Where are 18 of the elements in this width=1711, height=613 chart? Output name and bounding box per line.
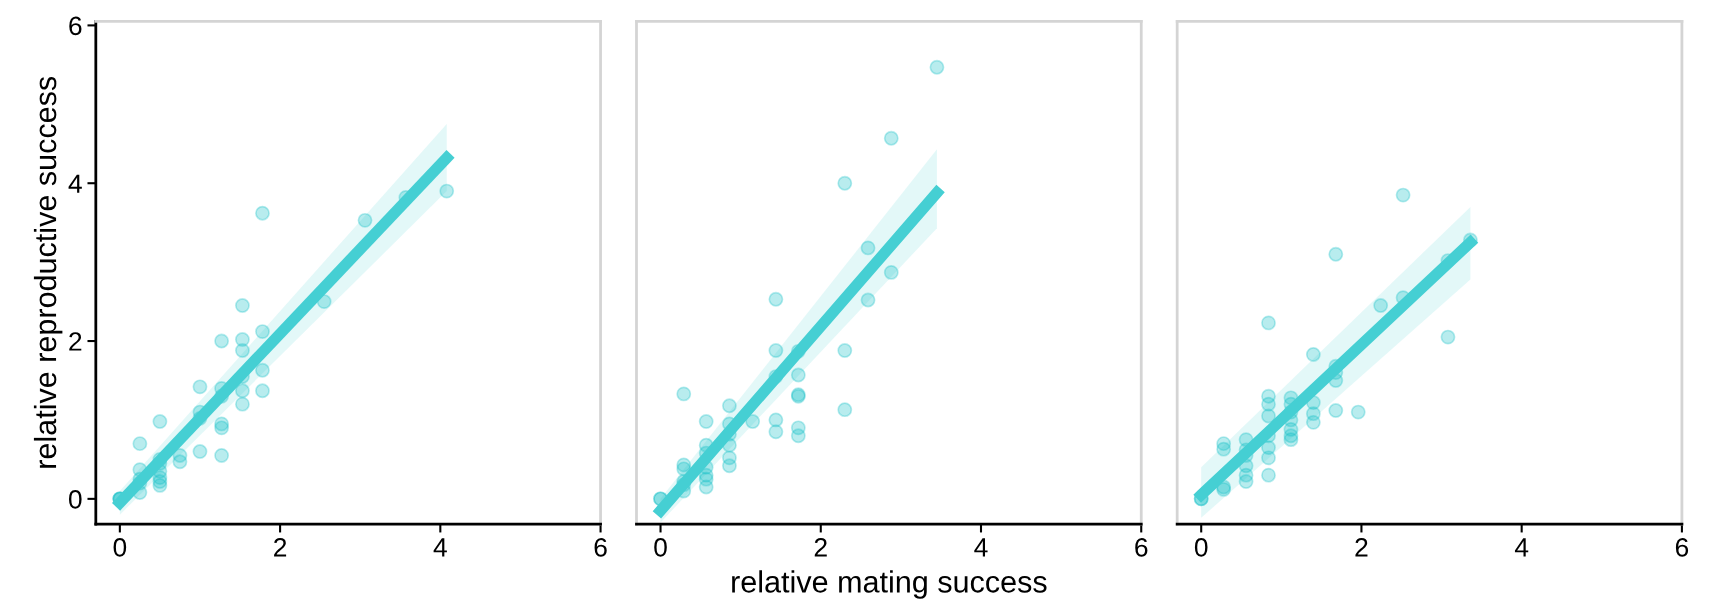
x-tick-label: 4: [433, 538, 447, 557]
x-tick-label: 4: [974, 538, 988, 557]
x-axis-title: relative mating success: [732, 570, 1047, 599]
x-tick-label: 6: [1135, 538, 1148, 557]
x-tick-label: 0: [654, 538, 667, 557]
x-tick-label: 0: [1194, 538, 1208, 557]
x-tick-label: 4: [1514, 538, 1529, 557]
x-tick-label: 2: [814, 538, 827, 557]
y-tick-label: 4: [68, 174, 82, 193]
x-tick-label: 0: [113, 538, 127, 557]
y-tick-label: 0: [68, 490, 82, 509]
x-tick-label: 2: [274, 538, 287, 557]
y-tick-label: 2: [69, 332, 82, 351]
x-tick-label: 6: [594, 538, 607, 557]
y-axis-title: relative reproductive success: [33, 76, 63, 468]
x-tick-label: 6: [1675, 538, 1689, 557]
x-tick-label: 2: [1355, 538, 1368, 557]
y-tick-label: 6: [69, 16, 82, 36]
